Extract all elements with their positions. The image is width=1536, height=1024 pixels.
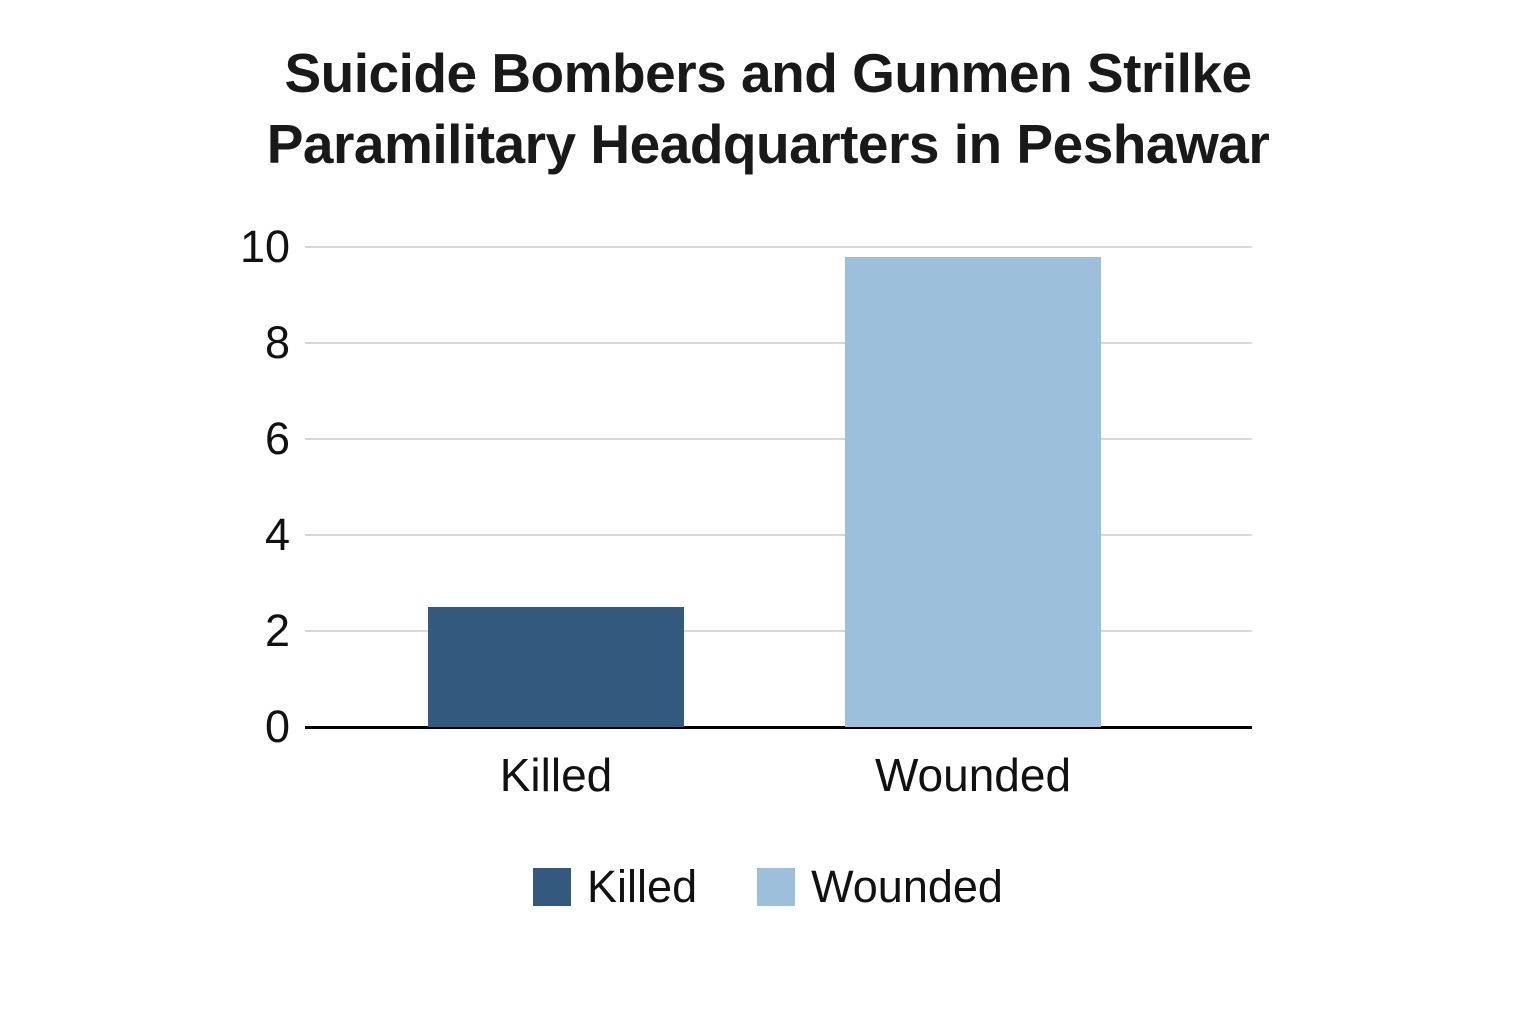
chart-title: Suicide Bombers and Gunmen Strilke Param…: [0, 38, 1536, 180]
legend: Killed Wounded: [0, 864, 1536, 910]
legend-label-wounded: Wounded: [811, 861, 1003, 912]
bar-killed: [428, 607, 684, 727]
x-axis-line: [305, 726, 1252, 729]
bar-wounded: [845, 256, 1101, 727]
y-tick-label-10: 10: [239, 221, 290, 272]
y-tick-label-6: 6: [264, 413, 290, 464]
gridline-8: [305, 342, 1252, 344]
legend-item-killed: Killed: [533, 864, 697, 910]
legend-swatch-killed: [533, 868, 572, 906]
y-tick-label-2: 2: [264, 605, 290, 656]
gridline-2: [305, 630, 1252, 632]
y-tick-label-8: 8: [264, 317, 290, 368]
y-tick-label-0: 0: [264, 701, 290, 752]
gridline-6: [305, 438, 1252, 440]
legend-item-wounded: Wounded: [757, 864, 1003, 910]
legend-swatch-wounded: [757, 868, 796, 906]
legend-label-killed: Killed: [587, 861, 698, 912]
x-label-killed: Killed: [499, 749, 613, 801]
y-axis: 0 2 4 6 8 10: [175, 221, 290, 752]
chart-title-line-2: Paramilitary Headquarters in Peshawar: [266, 113, 1270, 175]
x-label-wounded: Wounded: [874, 749, 1072, 801]
y-tick-label-4: 4: [264, 509, 290, 560]
gridline-4: [305, 534, 1252, 536]
chart-title-line-1: Suicide Bombers and Gunmen Strilke: [284, 42, 1252, 104]
plot-area: 0 2 4 6 8 10 Killed Wounded: [240, 221, 1252, 801]
gridline-10: [305, 246, 1252, 248]
